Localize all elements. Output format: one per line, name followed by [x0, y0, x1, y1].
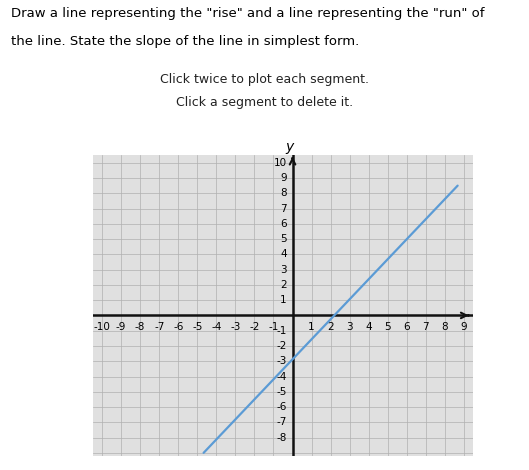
- Text: -8: -8: [277, 432, 287, 443]
- Text: 4: 4: [280, 250, 287, 259]
- Text: 10: 10: [273, 158, 287, 168]
- Text: 1: 1: [280, 295, 287, 305]
- Text: -6: -6: [173, 322, 184, 332]
- Text: -3: -3: [230, 322, 241, 332]
- Text: -5: -5: [277, 387, 287, 397]
- Text: 1: 1: [308, 322, 315, 332]
- Text: 7: 7: [280, 204, 287, 213]
- Text: -2: -2: [249, 322, 260, 332]
- Text: -4: -4: [277, 371, 287, 382]
- Text: 3: 3: [280, 265, 287, 274]
- Text: -8: -8: [135, 322, 145, 332]
- Text: y: y: [286, 140, 294, 154]
- Text: -9: -9: [116, 322, 126, 332]
- Text: 5: 5: [280, 234, 287, 244]
- Text: -3: -3: [277, 356, 287, 366]
- Text: 6: 6: [280, 219, 287, 229]
- Text: 9: 9: [461, 322, 467, 332]
- Text: -7: -7: [277, 417, 287, 427]
- Text: -4: -4: [211, 322, 222, 332]
- Text: Click a segment to delete it.: Click a segment to delete it.: [176, 96, 353, 110]
- Text: -10: -10: [94, 322, 111, 332]
- Text: 9: 9: [280, 173, 287, 183]
- Text: 6: 6: [404, 322, 410, 332]
- Text: -6: -6: [277, 402, 287, 412]
- Text: the line. State the slope of the line in simplest form.: the line. State the slope of the line in…: [11, 35, 359, 48]
- Text: -7: -7: [154, 322, 165, 332]
- Text: 5: 5: [385, 322, 391, 332]
- Text: 2: 2: [280, 280, 287, 290]
- Text: 2: 2: [327, 322, 334, 332]
- Text: Draw a line representing the "rise" and a line representing the "run" of: Draw a line representing the "rise" and …: [11, 7, 484, 20]
- Text: Click twice to plot each segment.: Click twice to plot each segment.: [160, 73, 369, 86]
- Text: 8: 8: [280, 188, 287, 198]
- Text: 3: 3: [346, 322, 353, 332]
- Text: -2: -2: [277, 341, 287, 351]
- Text: 4: 4: [366, 322, 372, 332]
- Text: 7: 7: [423, 322, 429, 332]
- Text: -1: -1: [268, 322, 279, 332]
- Text: -5: -5: [192, 322, 203, 332]
- Text: 8: 8: [442, 322, 448, 332]
- Text: -1: -1: [277, 326, 287, 336]
